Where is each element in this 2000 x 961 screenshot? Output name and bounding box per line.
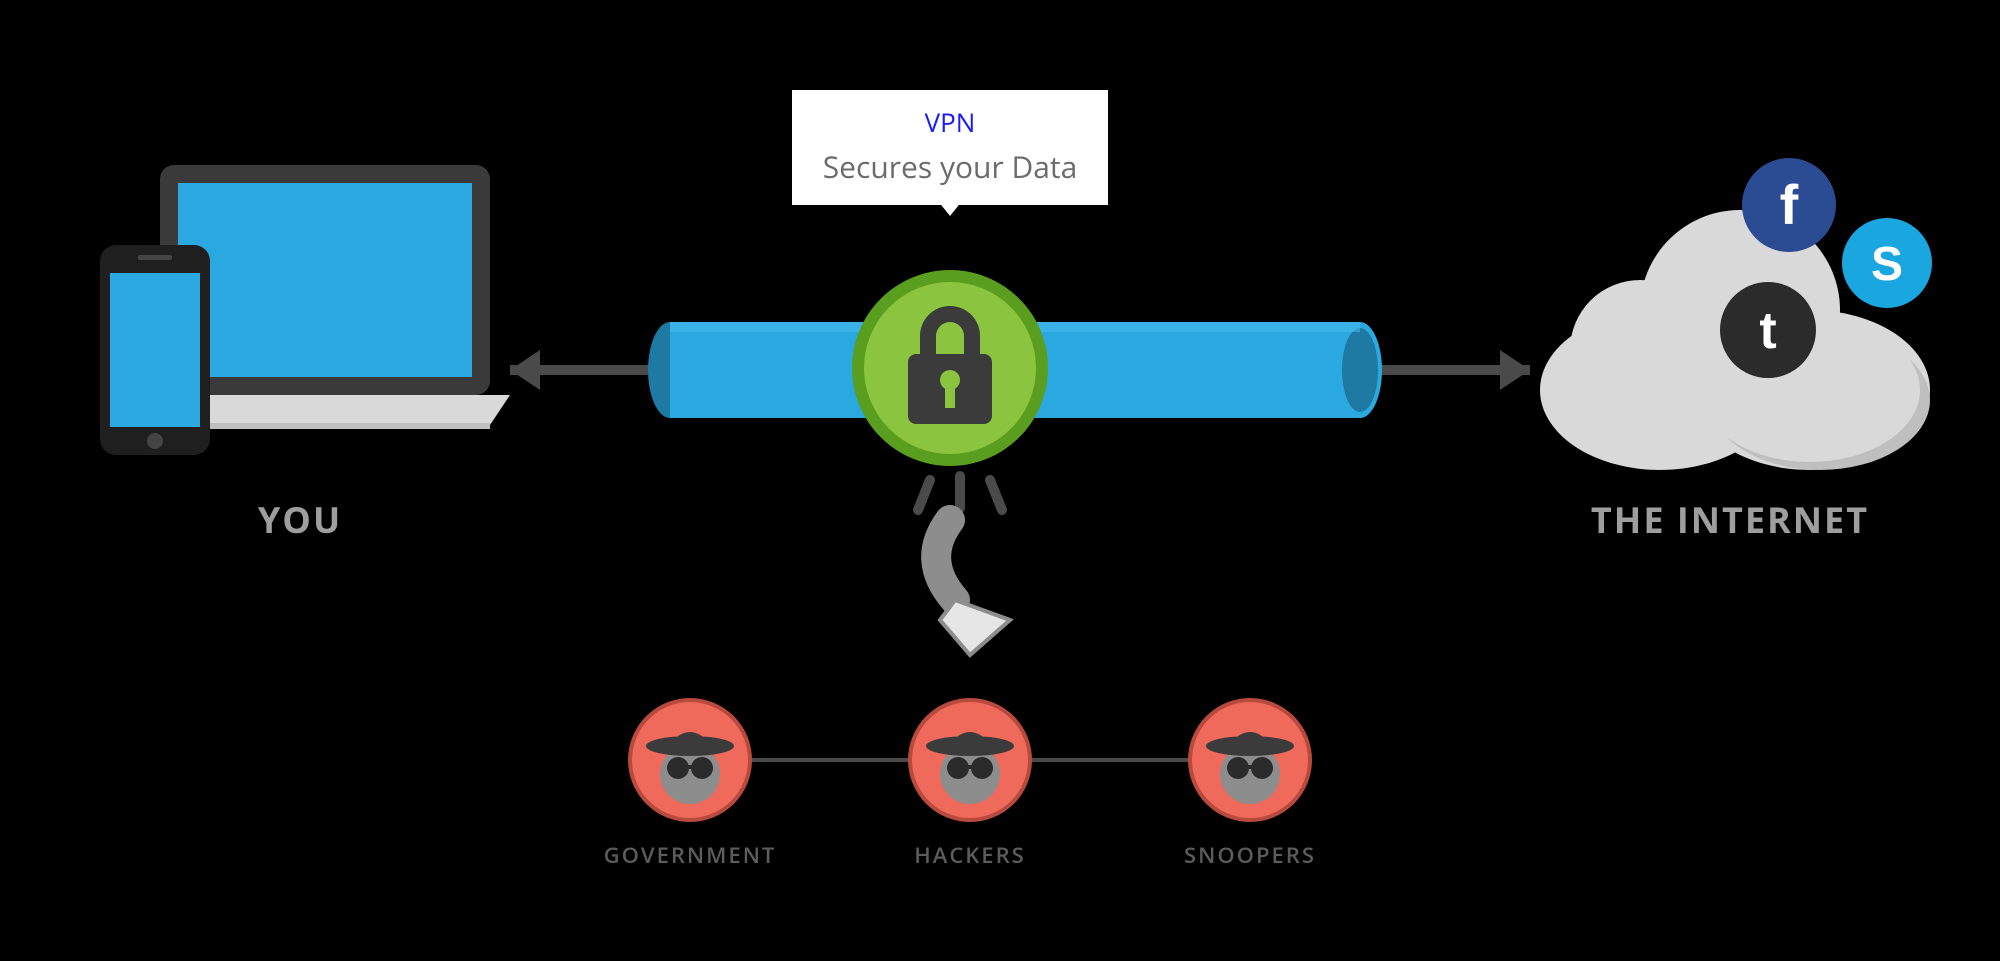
diagram-stage: YOU bbox=[0, 0, 2000, 961]
callout-tail bbox=[934, 196, 966, 216]
callout-title: VPN bbox=[812, 104, 1088, 140]
svg-text:S: S bbox=[1871, 238, 1903, 291]
threat-hackers-icon bbox=[910, 700, 1030, 820]
skype-icon: S bbox=[1842, 218, 1932, 308]
internet-label: THE INTERNET bbox=[1520, 495, 1940, 544]
svg-text:f: f bbox=[1780, 173, 1799, 236]
facebook-icon: f bbox=[1742, 158, 1836, 252]
bounce-arrow-icon bbox=[860, 470, 1060, 660]
you-label: YOU bbox=[90, 495, 510, 544]
twitter-icon: t bbox=[1720, 282, 1816, 378]
threat-label-snoopers: SNOOPERS bbox=[1120, 840, 1380, 870]
threats-row bbox=[560, 690, 1380, 830]
threat-label-hackers: HACKERS bbox=[850, 840, 1090, 870]
threat-label-government: GOVERNMENT bbox=[560, 840, 820, 870]
devices-icon bbox=[90, 155, 510, 465]
svg-text:t: t bbox=[1759, 302, 1776, 360]
callout-subtitle: Secures your Data bbox=[812, 146, 1088, 187]
threat-government-icon bbox=[630, 700, 750, 820]
vpn-callout: VPN Secures your Data bbox=[792, 90, 1108, 205]
lock-badge-icon bbox=[850, 268, 1050, 468]
threat-snoopers-icon bbox=[1190, 700, 1310, 820]
